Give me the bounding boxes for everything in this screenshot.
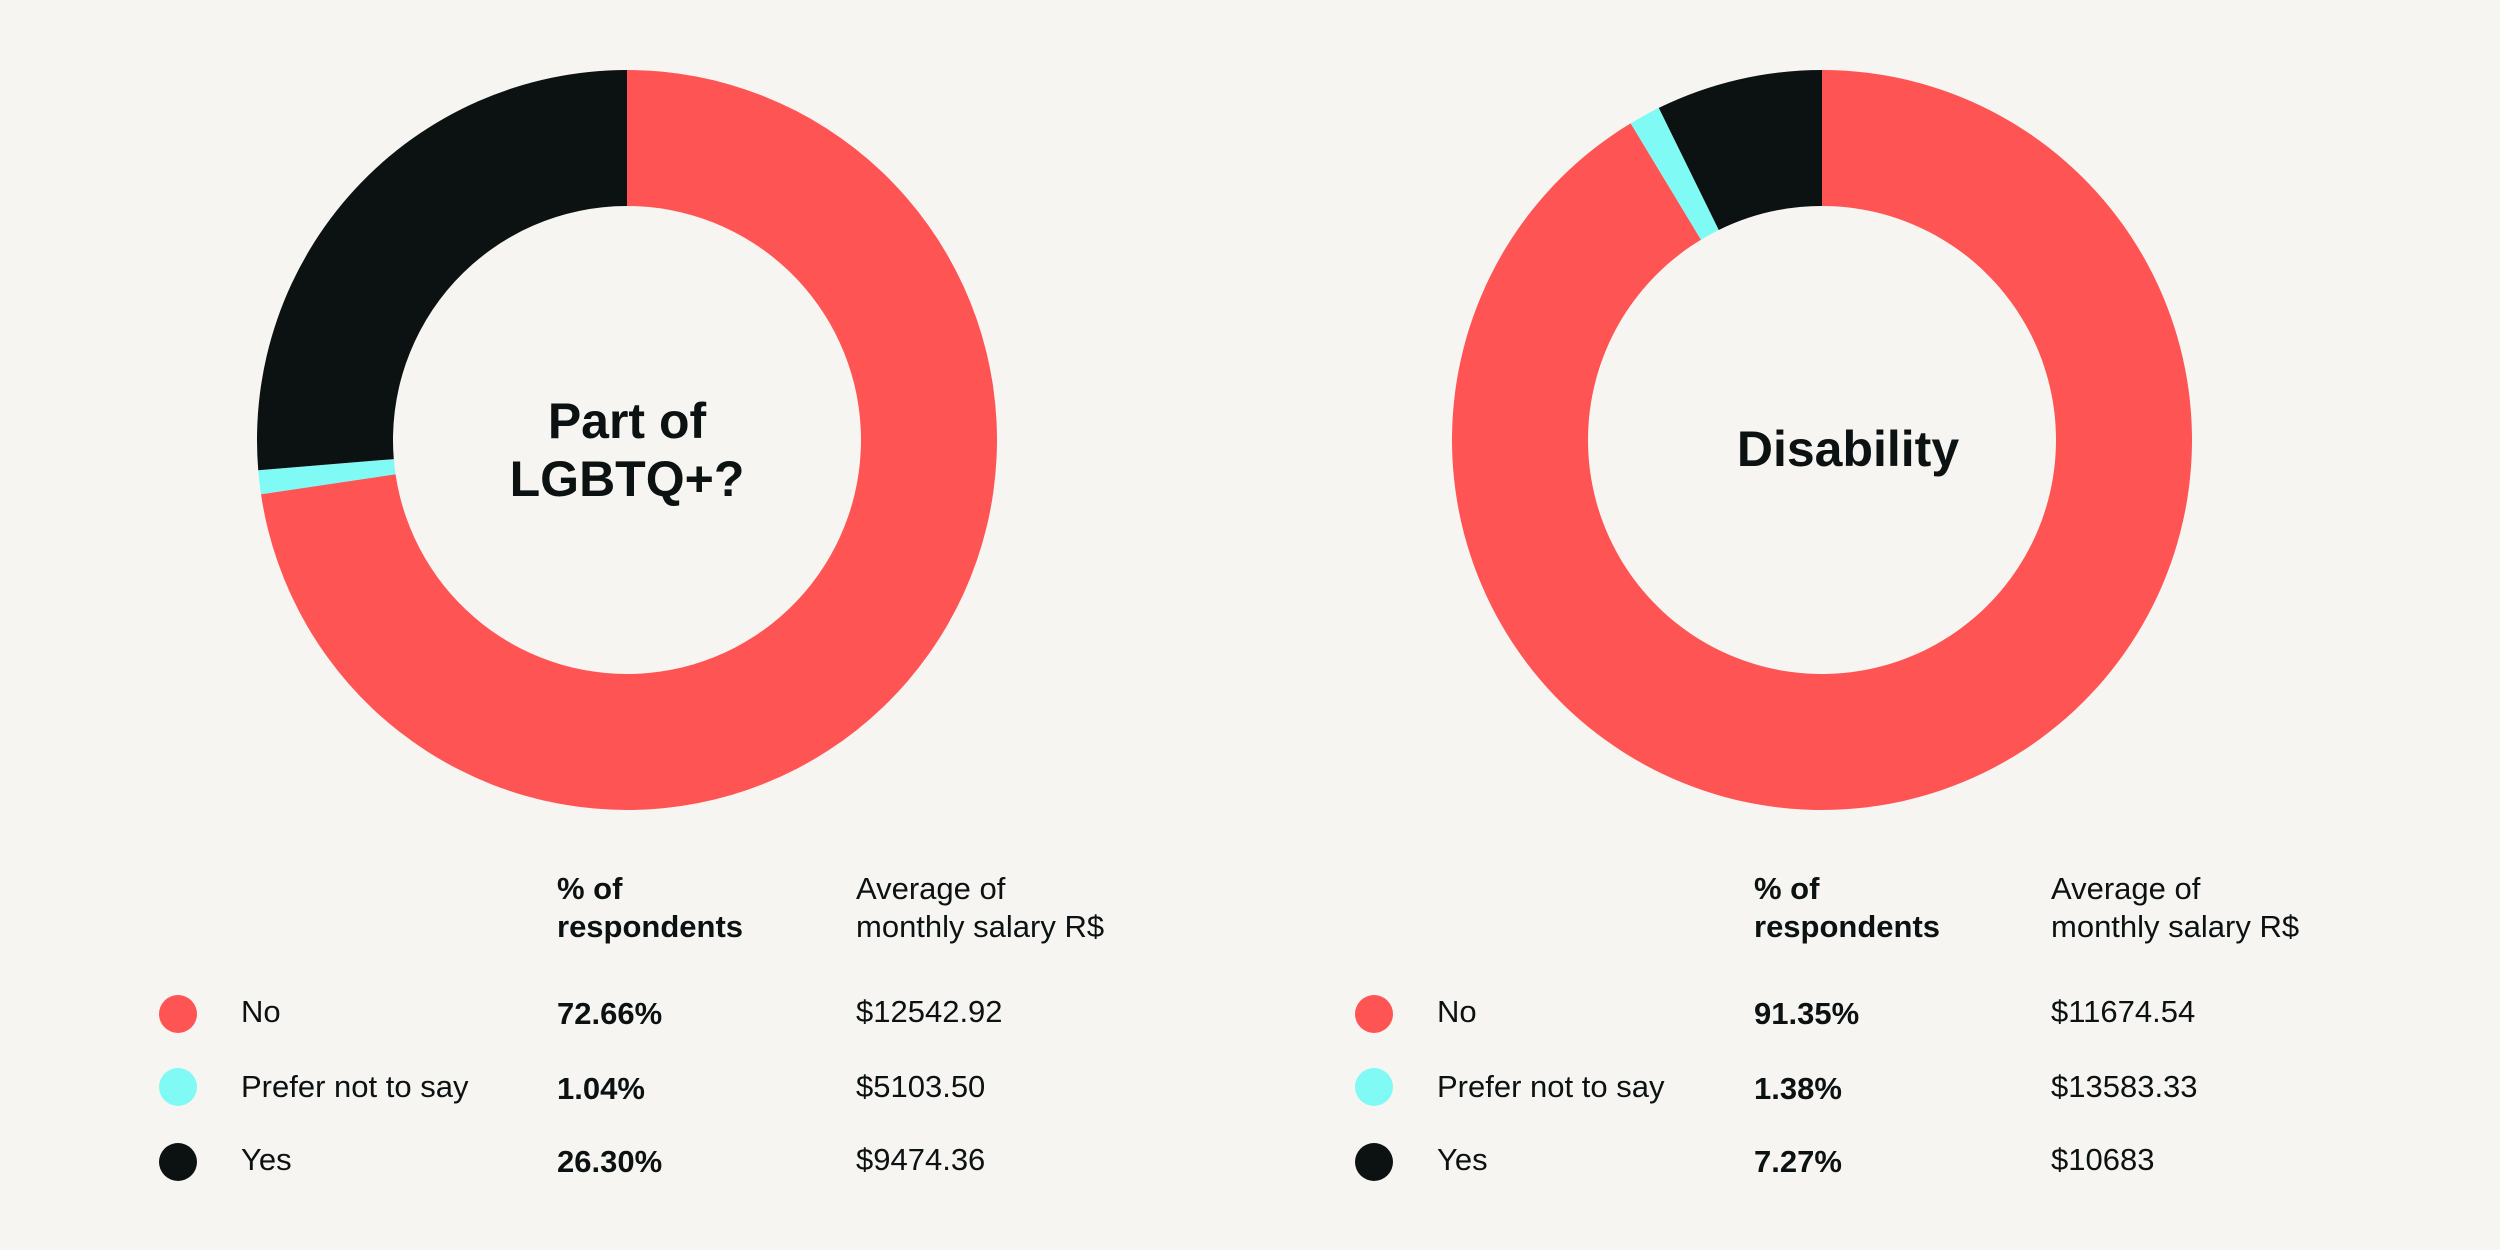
legend-dot-prefer-not-to-say	[1355, 1068, 1393, 1106]
lgbtq-pct-prefer: 1.04%	[557, 1071, 645, 1106]
disability-chart-title: Disability	[1736, 421, 1960, 477]
legend-dot-prefer-not-to-say	[159, 1068, 197, 1106]
lgbtq-panel: Part of LGBTQ+? % of respondents Average…	[0, 70, 1250, 1195]
disability-salary-header: Average of monthly salary R$	[2051, 871, 2300, 944]
lgbtq-chart-title: Part of LGBTQ+?	[509, 393, 745, 507]
disability-pct-header: % of respondents	[1754, 871, 1941, 944]
donut-slice-yes	[1658, 70, 1822, 230]
disability-legend-row-no: No 91.35% $11674.54	[1195, 985, 2445, 1045]
donut-slice-no	[1452, 70, 2192, 810]
legend-label-prefer-not-to-say: Prefer not to say	[241, 1069, 469, 1104]
legend-label-no: No	[241, 994, 281, 1029]
donut-slice-prefer-not-to-say	[258, 459, 396, 495]
disability-pct-yes: 7.27%	[1754, 1144, 1842, 1179]
lgbtq-salary-header: Average of monthly salary R$	[856, 871, 1105, 944]
lgbtq-salary-yes: $9474.36	[856, 1142, 986, 1177]
legend-label-yes: Yes	[1437, 1142, 1488, 1177]
donut-slice-yes	[257, 70, 627, 471]
disability-salary-no: $11674.54	[2051, 994, 2196, 1029]
lgbtq-legend-row-prefer: Prefer not to say 1.04% $5103.50	[0, 1060, 1250, 1120]
lgbtq-pct-header: % of respondents	[557, 871, 744, 944]
disability-pct-prefer: 1.38%	[1754, 1071, 1842, 1106]
disability-legend-row-yes: Yes 7.27% $10683	[1195, 1135, 2445, 1195]
disability-legend-row-prefer: Prefer not to say 1.38% $13583.33	[1195, 1060, 2445, 1120]
disability-donut-chart	[1452, 70, 2192, 810]
lgbtq-salary-prefer: $5103.50	[856, 1069, 986, 1104]
disability-salary-prefer: $13583.33	[2051, 1069, 2198, 1104]
lgbtq-donut-chart	[257, 70, 997, 811]
lgbtq-pct-yes: 26.30%	[557, 1144, 663, 1179]
legend-dot-yes	[1355, 1143, 1393, 1181]
legend-dot-no	[159, 995, 197, 1033]
donut-slice-prefer-not-to-say	[1630, 107, 1719, 240]
lgbtq-salary-no: $12542.92	[856, 994, 1003, 1029]
disability-salary-yes: $10683	[2051, 1142, 2155, 1177]
legend-label-yes: Yes	[241, 1142, 292, 1177]
lgbtq-legend-row-yes: Yes 26.30% $9474.36	[0, 1135, 1250, 1195]
legend-dot-yes	[159, 1143, 197, 1181]
legend-label-no: No	[1437, 994, 1477, 1029]
legend-label-prefer-not-to-say: Prefer not to say	[1437, 1069, 1665, 1104]
donut-slice-no	[260, 70, 997, 811]
disability-panel: Disability % of respondents Average of m…	[1195, 0, 2445, 1250]
lgbtq-legend-row-no: No 72.66% $12542.92	[0, 985, 1250, 1045]
disability-pct-no: 91.35%	[1754, 996, 1860, 1031]
lgbtq-pct-no: 72.66%	[557, 996, 663, 1031]
legend-dot-no	[1355, 995, 1393, 1033]
